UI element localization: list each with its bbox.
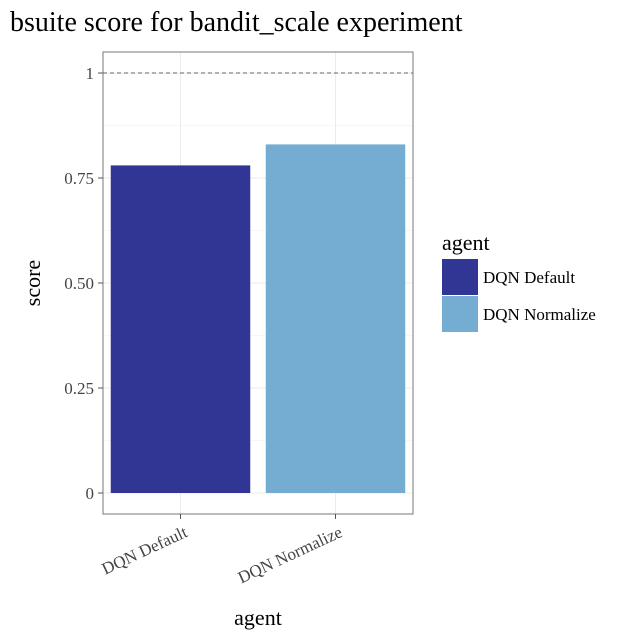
legend-label: DQN Default <box>483 268 575 287</box>
y-axis-title: score <box>20 260 45 306</box>
legend: agent DQN Default DQN Normalize <box>442 230 596 332</box>
y-tick-label: 0.75 <box>64 169 94 188</box>
legend-label: DQN Normalize <box>483 305 596 324</box>
chart-title: bsuite score for bandit_scale experiment <box>10 7 463 38</box>
bar <box>110 165 251 493</box>
x-axis: DQN Default DQN Normalize <box>99 514 345 587</box>
legend-swatch <box>442 296 478 332</box>
legend-title: agent <box>442 230 490 255</box>
bars <box>110 144 406 493</box>
y-tick-label: 0.50 <box>64 274 94 293</box>
y-tick-label: 0.25 <box>64 379 94 398</box>
x-axis-title: agent <box>234 605 282 630</box>
bar <box>265 144 406 493</box>
y-axis: 0 0.25 0.50 0.75 1 <box>64 64 103 503</box>
x-tick-label: DQN Default <box>99 522 191 578</box>
y-tick-label: 1 <box>86 64 95 83</box>
x-tick-label: DQN Normalize <box>235 522 345 587</box>
legend-swatch <box>442 259 478 295</box>
y-tick-label: 0 <box>86 484 95 503</box>
plot-area <box>102 51 414 515</box>
